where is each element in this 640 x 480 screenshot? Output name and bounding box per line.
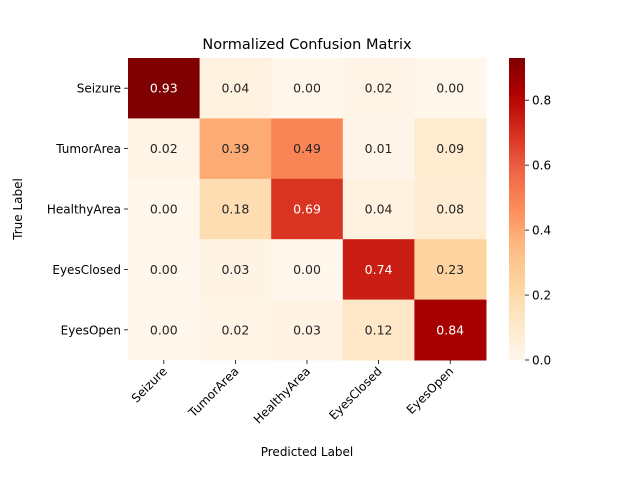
- cell-value-label: 0.18: [221, 202, 249, 217]
- heatmap-cell: [342, 58, 415, 119]
- heatmap-cell: [414, 178, 487, 240]
- heatmap-cell: [199, 178, 272, 240]
- cell-value-label: 0.12: [365, 322, 393, 337]
- cell-value-label: 0.00: [293, 81, 321, 96]
- cell-value-label: 0.74: [365, 262, 393, 277]
- heatmap-cell: [342, 178, 415, 240]
- colorbar-tick-label: 0.8: [532, 94, 551, 108]
- cell-value-label: 0.04: [221, 81, 249, 96]
- cell-value-label: 0.00: [436, 81, 464, 96]
- heatmap-cell: [128, 239, 201, 301]
- colorbar: 0.0 0.2 0.4 0.6 0.8: [509, 58, 551, 368]
- cell-value-label: 0.00: [150, 262, 178, 277]
- cell-value-label: 0.09: [436, 141, 464, 156]
- heatmap-cell: [271, 118, 344, 180]
- cell-value-label: 0.02: [221, 322, 249, 337]
- heatmap-cell: [128, 178, 201, 240]
- cell-value-label: 0.04: [365, 202, 393, 217]
- cell-value-label: 0.03: [293, 322, 321, 337]
- cell-value-label: 0.00: [150, 322, 178, 337]
- heatmap-cell: [342, 239, 415, 301]
- colorbar-tick-label: 0.6: [532, 159, 551, 173]
- cell-value-label: 0.49: [293, 141, 321, 156]
- cell-value-label: 0.69: [293, 202, 321, 217]
- cell-value-label: 0.84: [436, 322, 464, 337]
- cell-value-label: 0.00: [293, 262, 321, 277]
- cell-value-label: 0.39: [221, 141, 249, 156]
- heatmap-cell: [271, 178, 344, 240]
- x-tick-label: HealthyArea: [251, 364, 313, 426]
- heatmap-cell: [199, 299, 272, 361]
- y-tick-label: HealthyArea: [47, 203, 121, 217]
- y-axis-label: True Label: [11, 178, 25, 241]
- colorbar-tick-label: 0.0: [532, 354, 551, 368]
- colorbar-gradient: [509, 58, 525, 360]
- cell-value-label: 0.03: [221, 262, 249, 277]
- x-tick-label: TumorArea: [185, 364, 241, 420]
- x-axis-label: Predicted Label: [261, 445, 354, 459]
- cell-value-label: 0.02: [150, 141, 178, 156]
- x-tick-label: EyesClosed: [326, 364, 384, 422]
- heatmap-cell: [199, 58, 272, 119]
- x-tick-label: EyesOpen: [404, 364, 457, 417]
- cell-value-label: 0.08: [436, 202, 464, 217]
- heatmap-cell: [271, 299, 344, 361]
- y-tick-label: TumorArea: [55, 142, 121, 156]
- y-tick-label: Seizure: [77, 82, 121, 96]
- x-tick-label: Seizure: [129, 364, 170, 405]
- cell-value-label: 0.93: [150, 81, 178, 96]
- heatmap-cell: [271, 239, 344, 301]
- y-axis: Seizure TumorArea HealthyArea EyesClosed Eye…: [47, 82, 128, 337]
- cell-value-label: 0.01: [365, 141, 393, 156]
- heatmap-cell: [199, 118, 272, 180]
- cell-value-label: 0.02: [365, 81, 393, 96]
- heatmap-cell: [199, 239, 272, 301]
- heatmap-cell: [342, 299, 415, 361]
- heatmap-cell: [414, 239, 487, 301]
- colorbar-tick-label: 0.2: [532, 289, 551, 303]
- heatmap-cell: [414, 118, 487, 180]
- y-tick-label: EyesClosed: [52, 263, 121, 277]
- x-axis: Seizure TumorArea HealthyArea EyesClosed Eye…: [129, 360, 457, 427]
- y-tick-label: EyesOpen: [61, 323, 121, 337]
- heatmap-cells: 0.93 0.04 0.00 0.02 0.00 0.02 0.39 0.49 0.01 0.09…: [128, 58, 487, 361]
- cell-value-label: 0.00: [150, 202, 178, 217]
- heatmap-cell: [128, 118, 201, 180]
- heatmap-cell: [271, 58, 344, 119]
- heatmap-cell: [128, 58, 201, 119]
- cell-value-label: 0.23: [436, 262, 464, 277]
- heatmap-cell: [414, 299, 487, 361]
- heatmap-cell: [128, 299, 201, 361]
- heatmap-cell: [414, 58, 487, 119]
- chart-title: Normalized Confusion Matrix: [202, 37, 412, 53]
- colorbar-tick-label: 0.4: [532, 224, 551, 238]
- heatmap-cell: [342, 118, 415, 180]
